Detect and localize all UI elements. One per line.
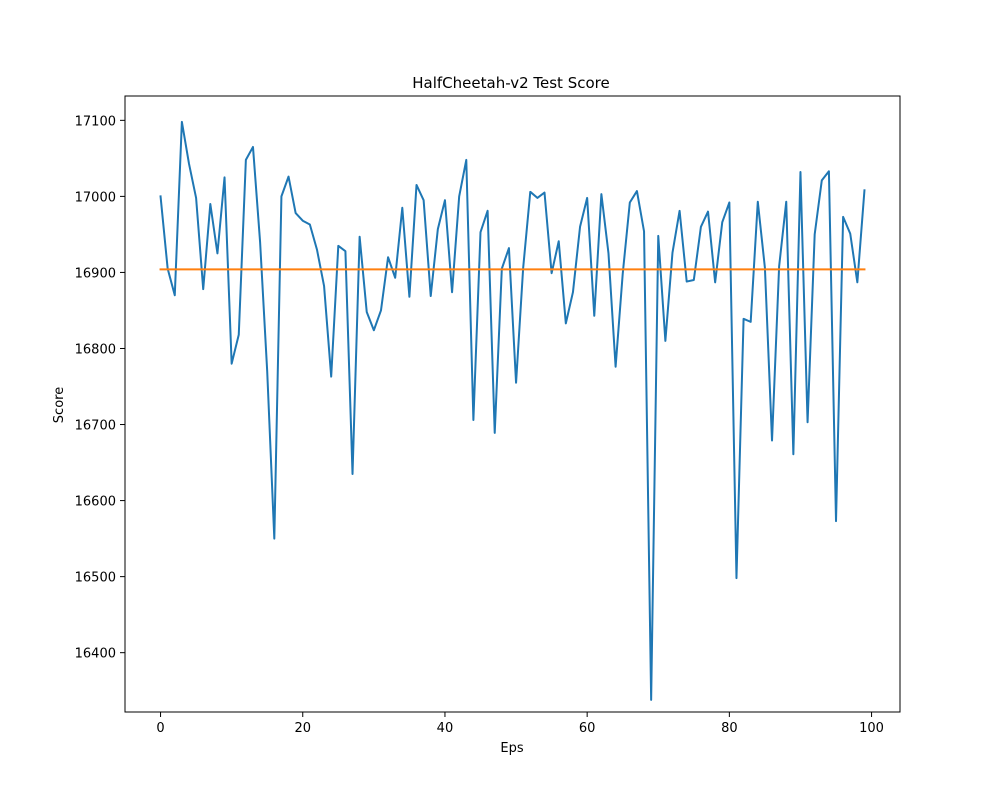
y-axis-label: Score [52,387,67,423]
chart-title: HalfCheetah-v2 Test Score [412,74,609,92]
y-tick-label-17100: 17100 [75,114,116,129]
x-tick-label-80: 80 [721,721,738,736]
plot-area: 0 20 40 60 80 100 16400 16500 16600 16700 16800 169… [75,95,901,736]
y-tick-label-16800: 16800 [75,342,116,357]
x-tick-label-0: 0 [156,721,164,736]
x-tick-label-20: 20 [294,721,311,736]
axes-frame [124,95,901,713]
x-tick-label-40: 40 [437,721,454,736]
y-tick-label-16400: 16400 [75,647,116,662]
x-tick-label-100: 100 [859,721,884,736]
series-line-0 [159,120,866,701]
y-tick-label-16700: 16700 [75,419,116,434]
x-axis-label: Eps [500,741,523,756]
x-tick-label-60: 60 [579,721,596,736]
y-tick-label-16600: 16600 [75,495,116,510]
y-tick-label-17000: 17000 [75,190,116,205]
y-tick-label-16500: 16500 [75,571,116,586]
y-tick-label-16900: 16900 [75,266,116,281]
